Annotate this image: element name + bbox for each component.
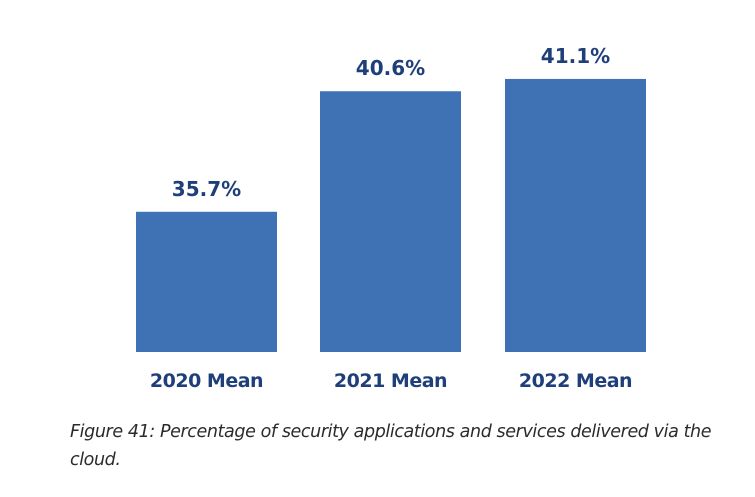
data-label: 40.6% (356, 56, 425, 80)
category-label: 2022 Mean (519, 370, 632, 392)
category-label: 2020 Mean (150, 370, 263, 392)
bar-chart: 35.7% 2020 Mean 40.6% 2021 Mean 41.1% 2022 Me… (136, 44, 646, 392)
bar-2021 (320, 91, 461, 353)
figure-caption: Figure 41: Percentage of security applic… (70, 422, 712, 470)
data-label: 35.7% (172, 177, 241, 201)
bar-2020 (136, 211, 277, 352)
bar-2022 (505, 78, 646, 352)
category-label: 2021 Mean (334, 370, 447, 392)
data-label: 41.1% (541, 44, 610, 68)
